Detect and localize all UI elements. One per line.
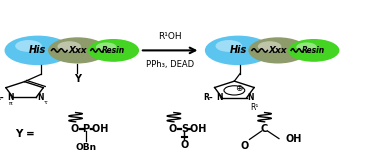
Text: Resin: Resin <box>302 46 325 55</box>
Text: O: O <box>71 123 79 134</box>
Circle shape <box>248 37 307 64</box>
Text: τ: τ <box>43 100 48 106</box>
Text: O: O <box>240 141 249 151</box>
Text: Xxx: Xxx <box>269 46 287 55</box>
Text: -OH: -OH <box>186 123 207 134</box>
Text: R¹: R¹ <box>251 102 259 112</box>
Text: Resin: Resin <box>102 46 125 55</box>
Text: Y: Y <box>74 74 81 85</box>
Text: Y =: Y = <box>15 129 35 139</box>
Circle shape <box>288 39 339 62</box>
Text: S: S <box>181 123 188 134</box>
Circle shape <box>96 42 116 52</box>
Circle shape <box>15 40 42 52</box>
Text: N: N <box>216 93 223 102</box>
Circle shape <box>205 36 271 65</box>
Text: C: C <box>261 123 268 134</box>
Text: Xxx: Xxx <box>68 46 87 55</box>
Text: N: N <box>37 93 44 102</box>
Text: N: N <box>7 93 13 102</box>
Circle shape <box>258 41 281 52</box>
Text: R–: R– <box>0 93 3 102</box>
Text: π: π <box>9 101 13 107</box>
Circle shape <box>296 42 317 52</box>
Text: R¹OH: R¹OH <box>158 32 182 41</box>
Circle shape <box>57 41 81 52</box>
Text: N: N <box>248 93 254 101</box>
Circle shape <box>88 39 139 62</box>
Text: OBn: OBn <box>76 143 97 152</box>
Circle shape <box>5 36 71 65</box>
Text: PPh₃, DEAD: PPh₃, DEAD <box>146 60 194 69</box>
Text: O: O <box>180 140 189 150</box>
Text: -OH: -OH <box>88 123 108 134</box>
Text: His: His <box>29 45 46 55</box>
Text: His: His <box>229 45 247 55</box>
Circle shape <box>215 40 242 52</box>
Text: P: P <box>83 123 90 134</box>
Circle shape <box>48 37 107 64</box>
Text: OH: OH <box>285 134 302 144</box>
Text: O: O <box>169 123 177 134</box>
Text: R–: R– <box>203 93 213 102</box>
Text: ⊕: ⊕ <box>235 84 243 93</box>
